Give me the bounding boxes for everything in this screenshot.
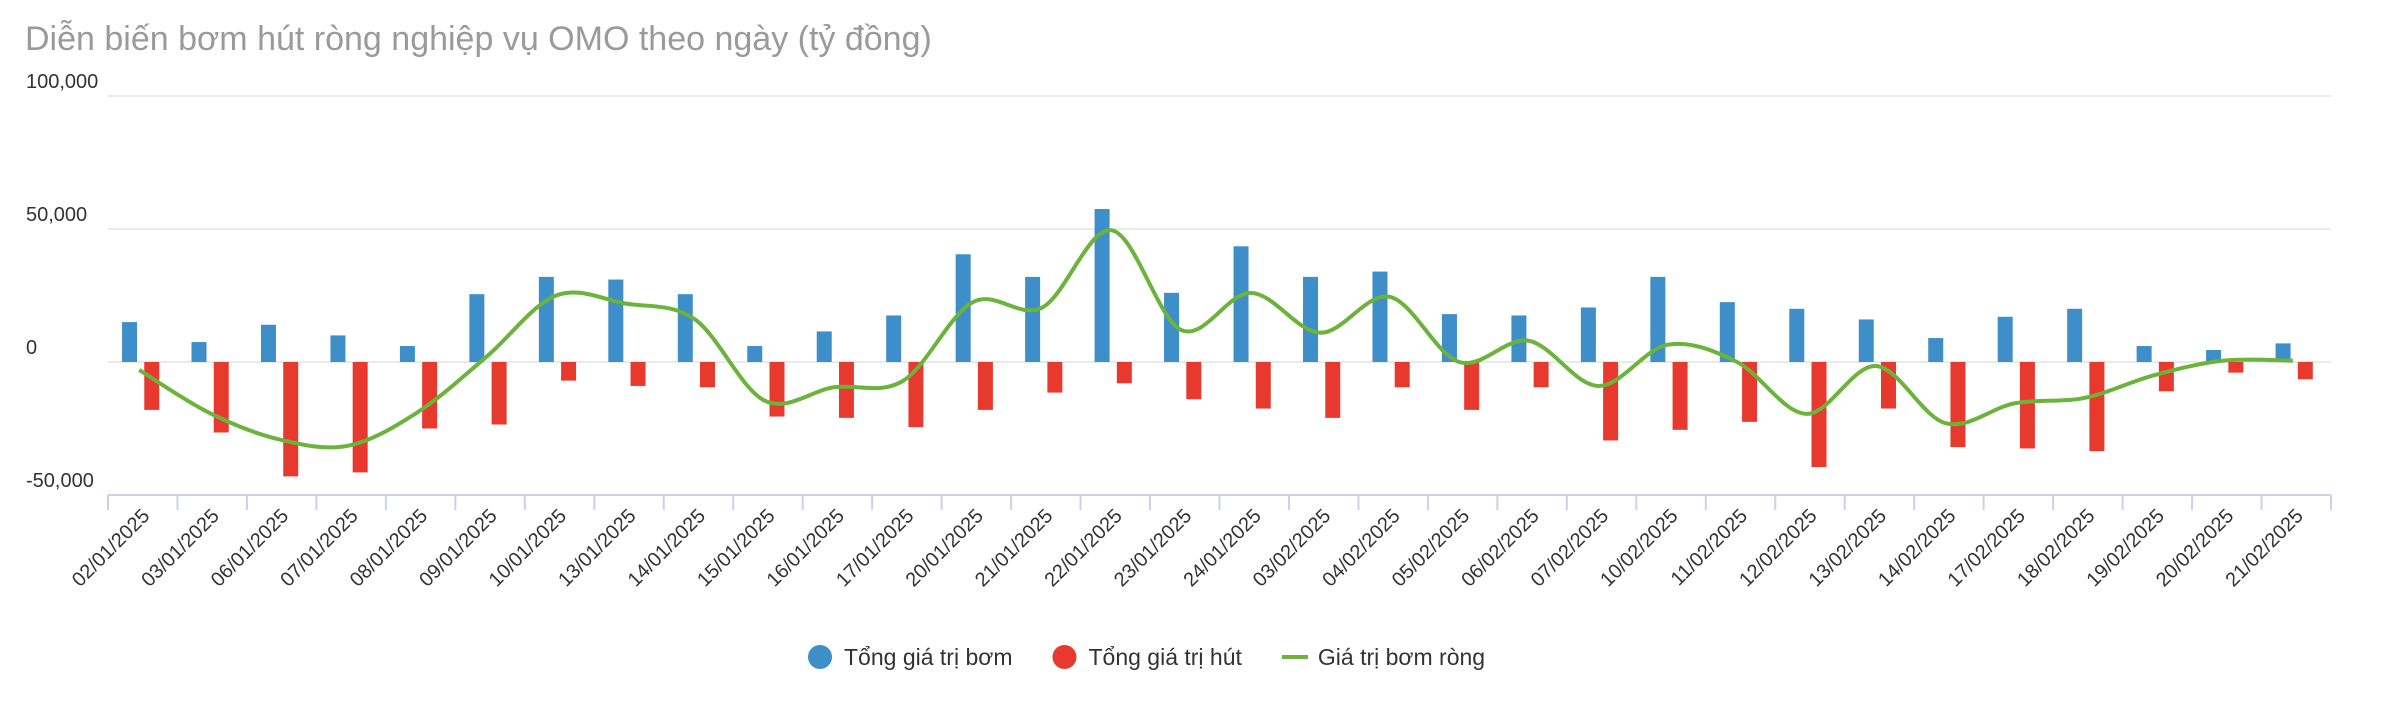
bar xyxy=(1441,314,1457,362)
bar xyxy=(2206,350,2222,362)
bar xyxy=(747,346,763,362)
bar xyxy=(1789,308,1805,362)
bar xyxy=(1928,338,1944,362)
bar xyxy=(561,362,577,381)
bar xyxy=(608,279,624,362)
bar xyxy=(2089,362,2105,452)
bar xyxy=(816,331,832,362)
bar xyxy=(1742,362,1758,422)
bar xyxy=(144,362,160,410)
bar xyxy=(283,362,299,477)
bar xyxy=(1511,315,1527,362)
bar xyxy=(1603,362,1619,441)
bar xyxy=(677,294,693,362)
bar xyxy=(2136,346,2152,362)
bar xyxy=(2275,343,2291,362)
bar xyxy=(1116,362,1132,384)
bar xyxy=(1303,276,1319,362)
legend-swatch xyxy=(808,645,832,669)
bar xyxy=(2158,362,2174,392)
bar xyxy=(422,362,438,429)
y-tick-label: -50,000 xyxy=(26,470,94,492)
legend-label: Tổng giá trị hút xyxy=(1088,644,1242,670)
bar xyxy=(1650,276,1666,362)
legend-item: Tổng giá trị bơm xyxy=(808,644,1012,670)
bar xyxy=(2067,308,2083,362)
bar xyxy=(399,346,415,362)
bar xyxy=(1719,302,1735,362)
bar xyxy=(1858,319,1874,362)
legend-item: Giá trị bơm ròng xyxy=(1281,644,1485,670)
bar xyxy=(1325,362,1341,418)
bar xyxy=(977,362,993,410)
bar xyxy=(2228,362,2244,373)
bar xyxy=(1164,292,1180,362)
bar xyxy=(538,276,554,362)
legend-swatch xyxy=(1052,645,1077,669)
bar xyxy=(469,294,485,362)
bar xyxy=(886,315,902,362)
legend-label: Giá trị bơm ròng xyxy=(1318,644,1485,670)
bar xyxy=(769,362,785,417)
bar xyxy=(1025,276,1041,362)
bar xyxy=(191,342,207,362)
y-tick-label: 100,000 xyxy=(26,71,98,93)
bar xyxy=(1672,362,1688,430)
bar xyxy=(1186,362,1202,400)
bar xyxy=(352,362,368,473)
bar xyxy=(122,322,138,362)
bar xyxy=(1580,307,1596,362)
line xyxy=(138,228,2293,450)
bar xyxy=(1533,362,1549,388)
bar xyxy=(1394,362,1410,388)
bar xyxy=(2297,362,2313,380)
legend-item: Tổng giá trị hút xyxy=(1052,644,1243,670)
y-tick-label: 50,000 xyxy=(26,204,87,226)
y-tick-label: 0 xyxy=(26,337,37,359)
bar xyxy=(330,335,346,362)
chart-title: Diễn biến bơm hút ròng nghiệp vụ OMO the… xyxy=(25,20,932,58)
bar xyxy=(1811,362,1827,468)
bar xyxy=(2019,362,2035,449)
bar xyxy=(1372,271,1388,362)
bar xyxy=(700,362,716,388)
bar xyxy=(491,362,507,425)
bar xyxy=(1047,362,1063,393)
bar xyxy=(260,324,276,362)
legend-label: Tổng giá trị bơm xyxy=(844,644,1012,670)
bar xyxy=(908,362,924,428)
bar xyxy=(1094,209,1110,362)
bar xyxy=(838,362,854,418)
bar xyxy=(1464,362,1480,410)
bar xyxy=(1255,362,1271,409)
bar xyxy=(1233,246,1249,362)
bar xyxy=(630,362,646,386)
bar xyxy=(1950,362,1966,448)
bar xyxy=(1997,316,2013,362)
